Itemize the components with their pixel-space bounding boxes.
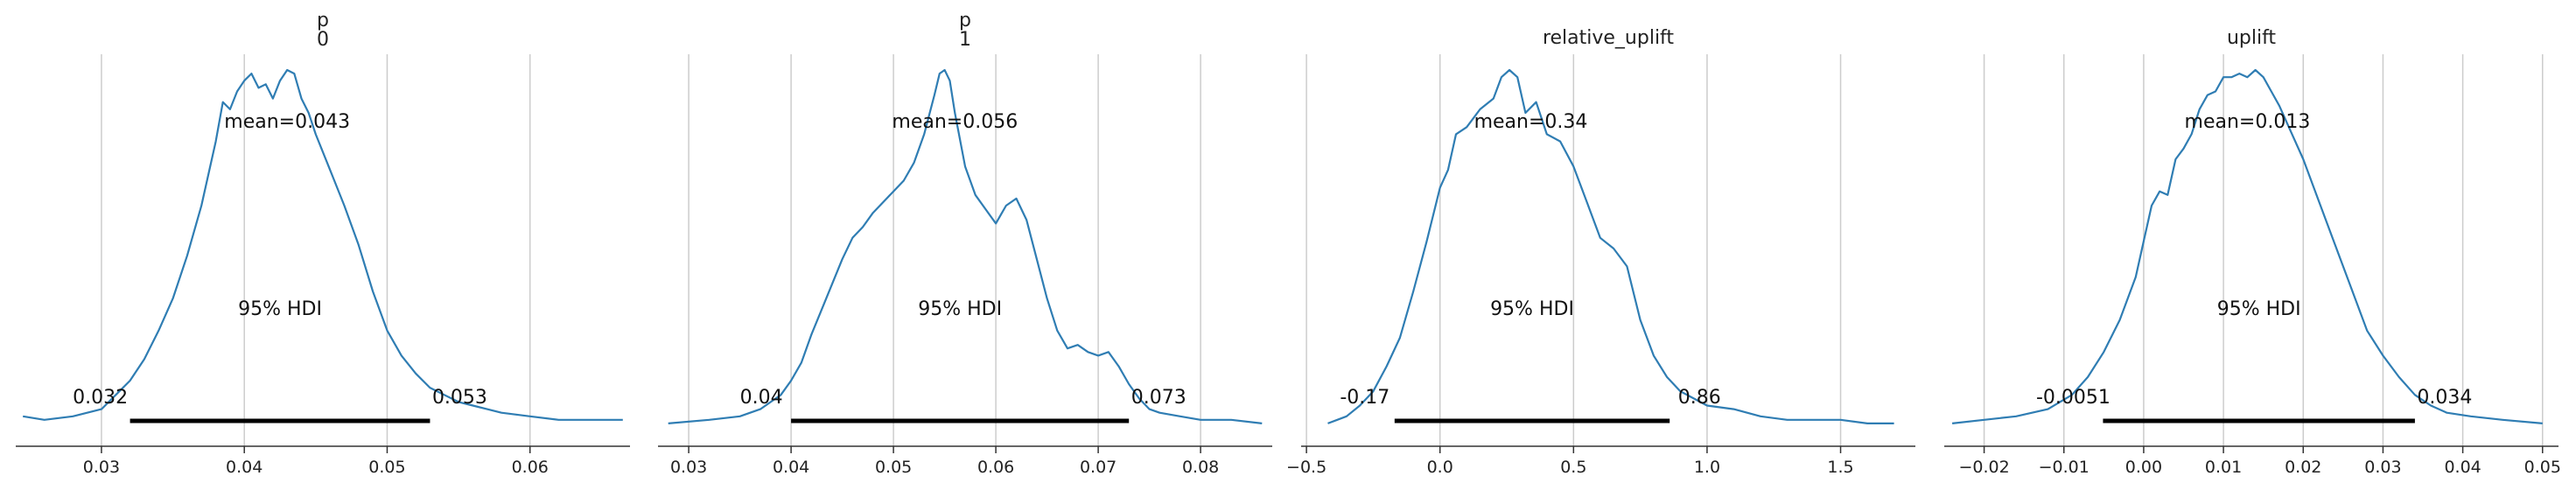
panel-title-line: p: [317, 10, 329, 32]
x-tick-label: 0.03: [83, 458, 120, 477]
x-tick-label: 1.5: [1827, 458, 1853, 477]
x-tick-label: 0.05: [2524, 458, 2561, 477]
panel-1: 0.03 0.04 0.05 0.06 0.07 0.08 p1 0.04 0.073 95% H…: [658, 10, 1272, 477]
panel-2: −0.5 0.0 0.5 1.0 1.5 relative_uplift -0.17 0.86…: [1286, 27, 1915, 477]
mean-label: mean=0.34: [1474, 111, 1588, 133]
hdi-low-label: 0.04: [740, 387, 783, 409]
panel-title-line: 0: [317, 29, 329, 51]
x-tick-label: 0.05: [368, 458, 405, 477]
hdi-low-label: -0.0051: [2036, 387, 2110, 409]
x-tick-label: 1.0: [1694, 458, 1720, 477]
hdi-low-label: 0.032: [73, 387, 128, 409]
x-tick-label: 0.04: [773, 458, 809, 477]
x-tick-label: 0.03: [670, 458, 707, 477]
hdi-high-label: 0.034: [2417, 387, 2472, 409]
x-tick-label: 0.00: [2125, 458, 2162, 477]
x-tick-label: 0.06: [512, 458, 549, 477]
x-tick-label: 0.04: [2444, 458, 2481, 477]
hdi-low-label: -0.17: [1340, 387, 1390, 409]
panel-title-line: p: [959, 10, 971, 32]
hdi-label: 95% HDI: [1490, 298, 1574, 320]
hdi-label: 95% HDI: [2217, 298, 2301, 320]
mean-label: mean=0.013: [2185, 111, 2311, 133]
panel-3: −0.02 −0.01 0.00 0.01 0.02 0.03 0.04 0.05 uplift…: [1944, 27, 2561, 477]
kde-line: [1327, 68, 1894, 424]
hdi-label: 95% HDI: [918, 298, 1002, 320]
x-tick-label: −0.5: [1286, 458, 1326, 477]
hdi-high-label: 0.053: [432, 387, 487, 409]
x-tick-label: 0.0: [1427, 458, 1453, 477]
hdi-high-label: 0.073: [1131, 387, 1186, 409]
x-tick-label: −0.02: [1958, 458, 2009, 477]
panel-title: uplift: [2227, 27, 2276, 49]
panel-title: relative_uplift: [1543, 27, 1674, 49]
x-tick-label: 0.06: [977, 458, 1014, 477]
panel-title-line: 1: [959, 29, 971, 51]
x-tick-label: 0.01: [2205, 458, 2242, 477]
x-tick-label: −0.01: [2039, 458, 2090, 477]
x-tick-label: 0.08: [1182, 458, 1219, 477]
hdi-label: 95% HDI: [238, 298, 322, 320]
x-tick-label: 0.03: [2364, 458, 2401, 477]
panel-0: 0.03 0.04 0.05 0.06 p0 0.032 0.053 95% HDI mean=…: [16, 10, 630, 477]
kde-line: [668, 68, 1263, 424]
mean-label: mean=0.043: [224, 111, 350, 133]
x-tick-label: 0.02: [2285, 458, 2321, 477]
hdi-high-label: 0.86: [1678, 387, 1721, 409]
x-tick-label: 0.04: [226, 458, 262, 477]
x-tick-label: 0.07: [1080, 458, 1116, 477]
x-tick-label: 0.05: [875, 458, 912, 477]
kde-line: [23, 68, 623, 421]
x-tick-label: 0.5: [1560, 458, 1586, 477]
kde-line: [1951, 68, 2543, 424]
mean-label: mean=0.056: [892, 111, 1018, 133]
